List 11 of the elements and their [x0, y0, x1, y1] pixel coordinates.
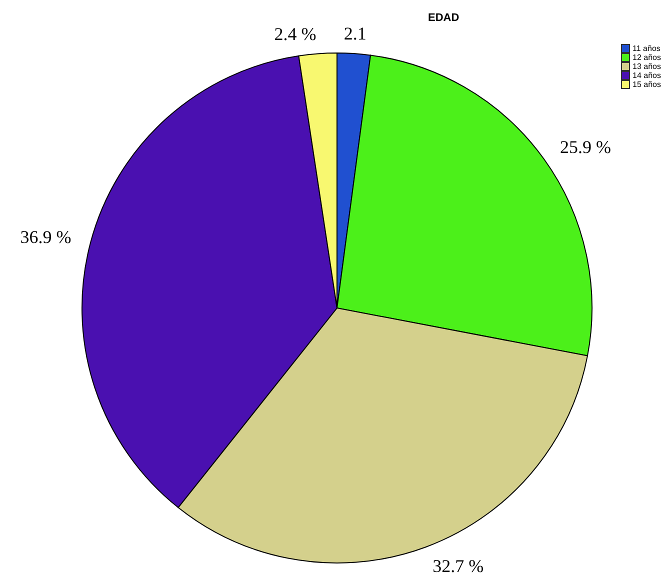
- data-label: 2.1: [344, 24, 366, 44]
- legend-label: 13 años: [632, 62, 661, 71]
- data-label: 2.4 %: [274, 24, 316, 44]
- legend-label: 12 años: [632, 53, 661, 62]
- legend-label: 14 años: [632, 71, 661, 80]
- data-label: 25.9 %: [560, 137, 611, 158]
- legend-label: 15 años: [632, 80, 661, 89]
- chart-title: EDAD: [428, 12, 460, 24]
- data-label: 32.7 %: [432, 556, 484, 576]
- data-label: 36.9 %: [20, 227, 72, 248]
- legend-label: 11 años: [632, 44, 660, 53]
